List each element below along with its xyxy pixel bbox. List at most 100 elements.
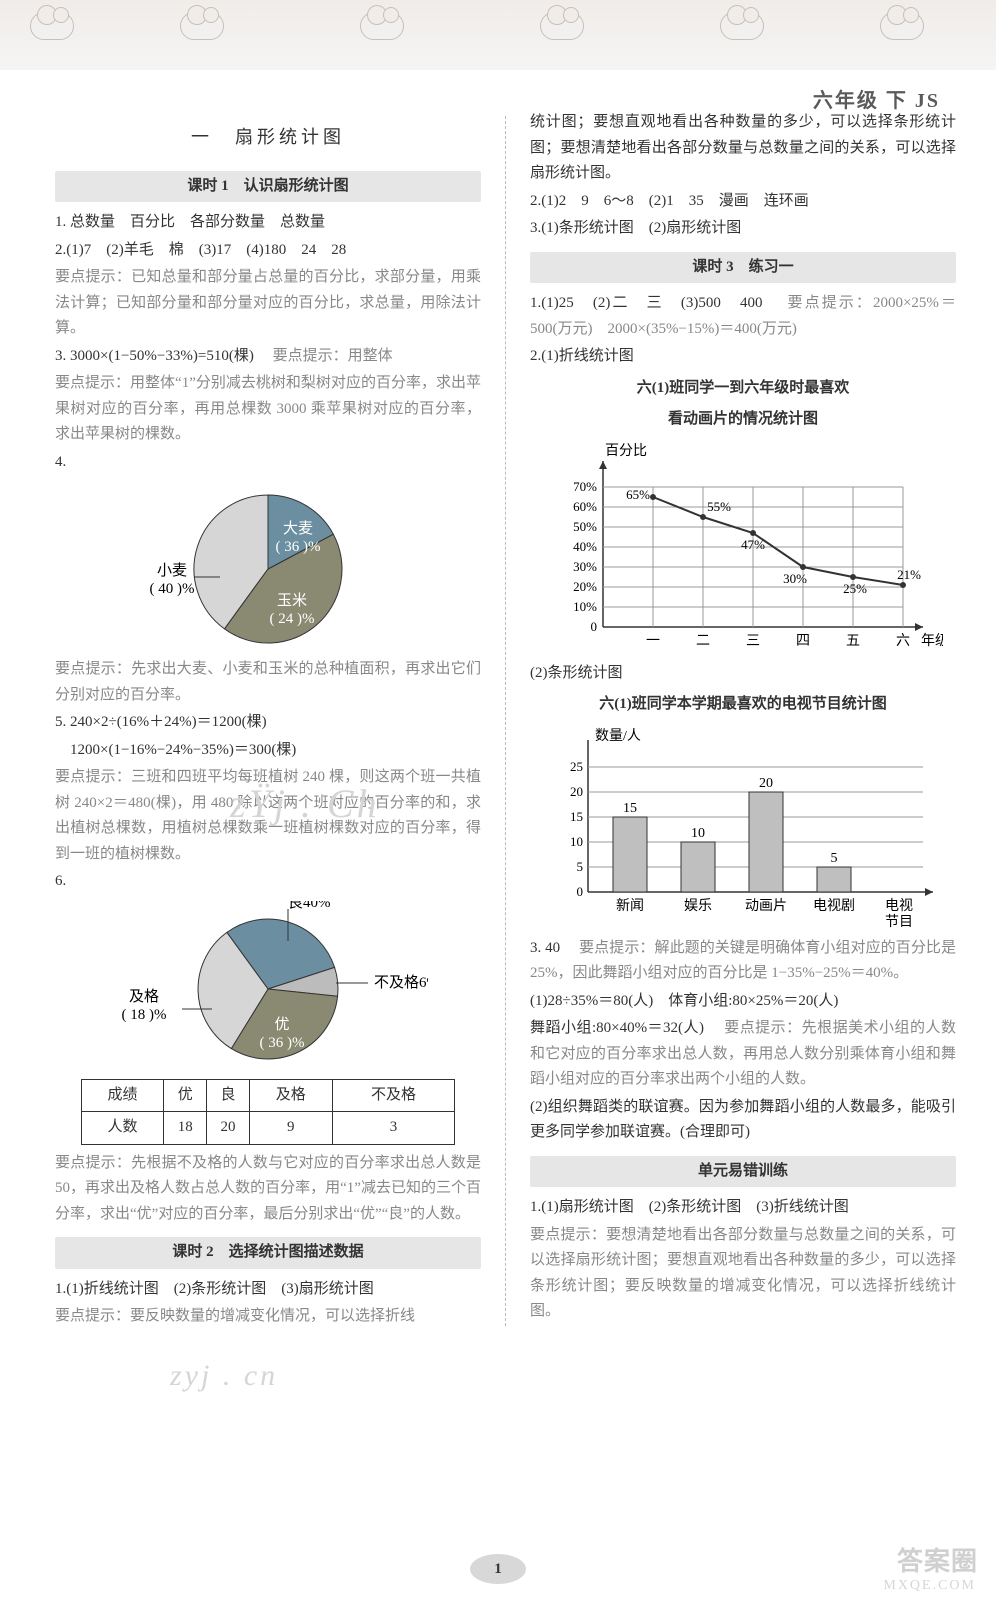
l3-q3a-text: 3. 40 — [530, 940, 575, 956]
q2-tip: 要点提示：已知总量和部分量占总量的百分比，求部分量，用乘法计算；已知部分量和部分… — [55, 265, 481, 342]
td: 20 — [207, 1112, 250, 1145]
l3-q2a: 2.(1)折线统计图 — [530, 344, 956, 370]
svg-text:20%: 20% — [573, 579, 597, 594]
th: 不及格 — [332, 1079, 455, 1112]
l2-q1: 1.(1)折线统计图 (2)条形统计图 (3)扇形统计图 — [55, 1277, 481, 1303]
line-chart-title2: 看动画片的情况统计图 — [530, 407, 956, 433]
td: 人数 — [81, 1112, 164, 1145]
l3-q3c-text: 舞蹈小组:80×40%＝32(人) — [530, 1020, 720, 1036]
q5a: 5. 240×2÷(16%＋24%)＝1200(棵) — [55, 710, 481, 736]
svg-text:四: 四 — [796, 634, 810, 649]
svg-text:玉米: 玉米 — [277, 592, 307, 609]
bar-chart: 数量/人 05 1015 2025 — [533, 722, 953, 932]
svg-text:50%: 50% — [573, 519, 597, 534]
th: 优 — [164, 1079, 207, 1112]
svg-text:年级: 年级 — [921, 633, 943, 649]
svg-text:电视剧: 电视剧 — [813, 898, 855, 914]
svg-text:10: 10 — [691, 826, 705, 841]
svg-text:0: 0 — [577, 884, 584, 899]
svg-text:新闻: 新闻 — [616, 898, 644, 914]
r-q2: 2.(1)2 9 6～8 (2)1 35 漫画 连环画 — [530, 189, 956, 215]
svg-text:15: 15 — [570, 809, 583, 824]
watermark-url: MXQE.COM — [883, 1574, 976, 1598]
column-divider — [505, 116, 506, 1326]
pie-chart-6: 优 ( 36 )% 良40% 不及格6% 及格 ( 18 )% — [55, 901, 481, 1071]
q3-text: 3. 3000×(1−50%−33%)=510(棵) — [55, 348, 269, 364]
q5-tip: 要点提示：三班和四班平均每班植树 240 棵，则这两个班一共植树 240×2＝4… — [55, 765, 481, 867]
q3-tip-inline: 要点提示：用整体 — [273, 348, 393, 364]
svg-text:55%: 55% — [707, 499, 731, 514]
svg-text:电视: 电视 — [885, 898, 913, 914]
svg-text:百分比: 百分比 — [605, 443, 647, 459]
l2-tip: 要点提示：要反映数量的增减变化情况，可以选择折线 — [55, 1304, 481, 1330]
svg-text:良40%: 良40% — [288, 901, 331, 911]
svg-text:动画片: 动画片 — [745, 898, 787, 914]
svg-text:优: 优 — [274, 1016, 289, 1033]
svg-text:20: 20 — [570, 784, 583, 799]
page-number: 1 — [470, 1554, 526, 1584]
svg-text:三: 三 — [746, 634, 760, 649]
watermark-mid-2: zyj . cn — [170, 1350, 278, 1401]
svg-text:( 40 )%: ( 40 )% — [150, 581, 195, 597]
svg-text:47%: 47% — [741, 537, 765, 552]
l3-q2b: (2)条形统计图 — [530, 661, 956, 687]
svg-text:娱乐: 娱乐 — [684, 898, 712, 914]
score-table: 成绩 优 良 及格 不及格 人数 18 20 9 3 — [81, 1079, 456, 1145]
svg-text:40%: 40% — [573, 539, 597, 554]
q3-tip: 要点提示：用整体“1”分别减去桃树和梨树对应的百分率，求出苹果树对应的百分率，再… — [55, 371, 481, 448]
svg-text:21%: 21% — [897, 567, 921, 582]
pie-chart-4: 大麦 ( 36 )% 玉米 ( 24 )% 小麦 ( 40 )% — [55, 481, 481, 651]
svg-text:( 24 )%: ( 24 )% — [270, 611, 315, 627]
svg-text:25: 25 — [570, 759, 583, 774]
err-q1: 1.(1)扇形统计图 (2)条形统计图 (3)折线统计图 — [530, 1195, 956, 1221]
table-row: 成绩 优 良 及格 不及格 — [81, 1079, 455, 1112]
svg-text:25%: 25% — [843, 581, 867, 596]
th: 及格 — [249, 1079, 332, 1112]
svg-text:10%: 10% — [573, 599, 597, 614]
th: 良 — [207, 1079, 250, 1112]
r-q3: 3.(1)条形统计图 (2)扇形统计图 — [530, 216, 956, 242]
header-strip — [0, 0, 996, 70]
svg-text:不及格6%: 不及格6% — [374, 974, 428, 991]
q6-tip: 要点提示：先根据不及格的人数与它对应的百分率求出总人数是 50，再求出及格人数占… — [55, 1151, 481, 1228]
svg-text:15: 15 — [623, 801, 637, 816]
line-chart: 百分比 0 10% 20% 30% 40% 50% 60% 70% — [543, 437, 943, 657]
svg-text:30%: 30% — [573, 559, 597, 574]
svg-text:0: 0 — [591, 619, 598, 634]
lesson3-bar: 课时 3 练习一 — [530, 252, 956, 284]
svg-text:五: 五 — [846, 634, 860, 649]
q6-label: 6. — [55, 869, 481, 895]
lesson2-bar: 课时 2 选择统计图描述数据 — [55, 1237, 481, 1269]
l3-q3b: (1)28÷35%＝80(人) 体育小组:80×25%＝20(人) — [530, 989, 956, 1015]
svg-text:节目: 节目 — [885, 914, 913, 930]
svg-text:30%: 30% — [783, 571, 807, 586]
svg-text:六: 六 — [896, 633, 910, 649]
svg-text:10: 10 — [570, 834, 583, 849]
svg-text:一: 一 — [646, 634, 660, 649]
svg-text:( 18 )%: ( 18 )% — [122, 1007, 167, 1023]
svg-text:5: 5 — [831, 851, 838, 866]
q4-label: 4. — [55, 450, 481, 476]
q1: 1. 总数量 百分比 各部分数量 总数量 — [55, 210, 481, 236]
svg-text:20: 20 — [759, 776, 773, 791]
q4-tip: 要点提示：先求出大麦、小麦和玉米的总种植面积，再求出它们分别对应的百分率。 — [55, 657, 481, 708]
svg-text:( 36 )%: ( 36 )% — [276, 539, 321, 555]
svg-text:大麦: 大麦 — [283, 520, 313, 537]
svg-text:小麦: 小麦 — [157, 562, 187, 579]
td: 3 — [332, 1112, 455, 1145]
page-body: 一 扇形统计图 课时 1 认识扇形统计图 1. 总数量 百分比 各部分数量 总数… — [0, 110, 996, 1332]
l3-q1-text: 1.(1)25 (2)二 三 (3)500 400 — [530, 295, 782, 311]
th: 成绩 — [81, 1079, 164, 1112]
l3-q3a: 3. 40 要点提示：解此题的关键是明确体育小组对应的百分比是 25%，因此舞蹈… — [530, 936, 956, 987]
svg-text:( 36 )%: ( 36 )% — [260, 1035, 305, 1051]
l3-q3c: 舞蹈小组:80×40%＝32(人) 要点提示：先根据美术小组的人数和它对应的百分… — [530, 1016, 956, 1093]
svg-text:70%: 70% — [573, 479, 597, 494]
svg-text:及格: 及格 — [129, 988, 159, 1005]
l3-q3a-tip: 要点提示：解此题的关键是明确体育小组对应的百分比是 25%，因此舞蹈小组对应的百… — [530, 940, 956, 982]
line-chart-title1: 六(1)班同学一到六年级时最喜欢 — [530, 376, 956, 402]
err-tip: 要点提示：要想清楚地看出各部分数量与总数量之间的关系，可以选择扇形统计图；要想直… — [530, 1223, 956, 1325]
q5b: 1200×(1−16%−24%−35%)＝300(棵) — [55, 738, 481, 764]
svg-text:二: 二 — [696, 634, 710, 649]
l3-q1: 1.(1)25 (2)二 三 (3)500 400 要点提示：2000×25%＝… — [530, 291, 956, 342]
svg-text:65%: 65% — [626, 487, 650, 502]
